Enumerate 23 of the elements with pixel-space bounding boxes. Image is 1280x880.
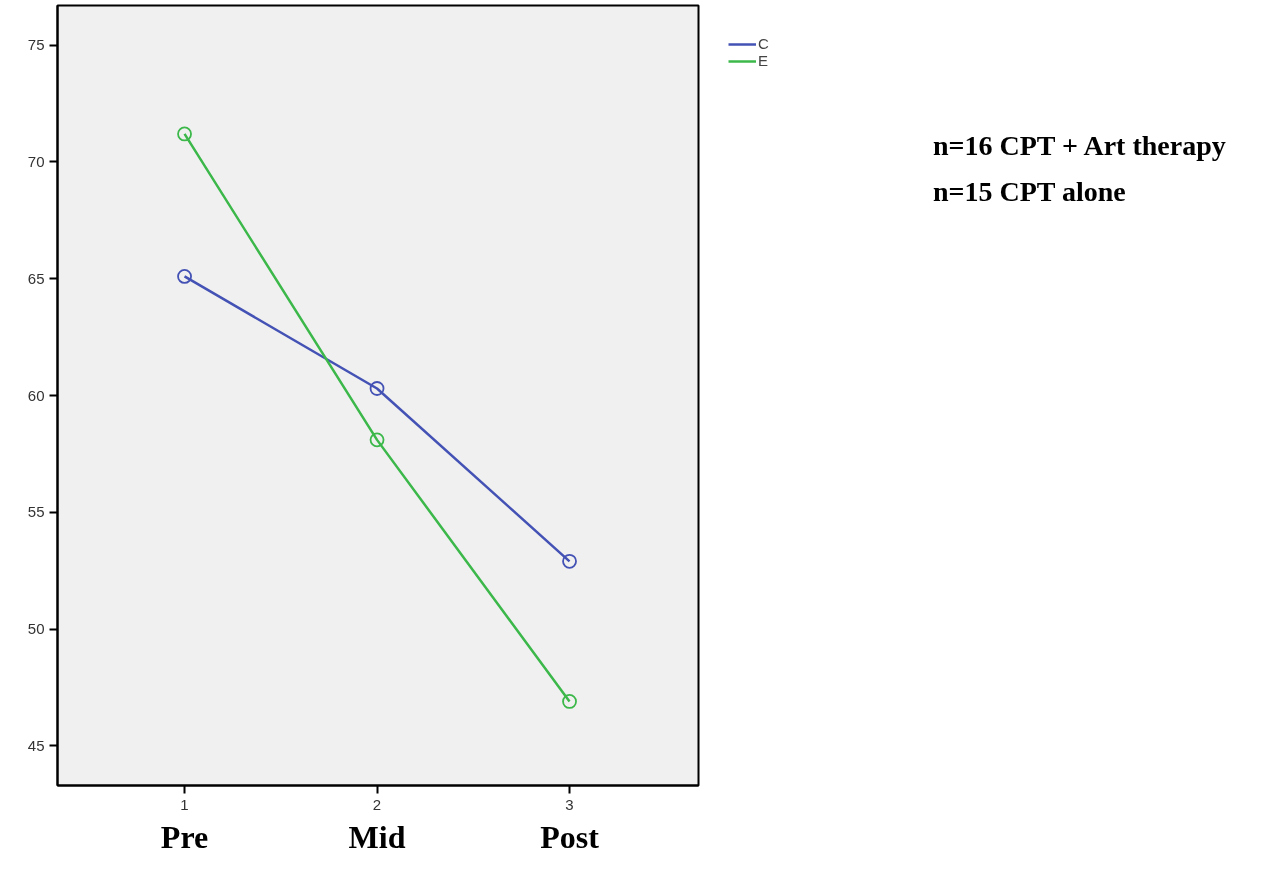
text: Mid [348,818,406,855]
x-tick-label: 1 [180,795,189,813]
x-tick-label: 2 [372,795,382,813]
y-tick-label: 45 [27,736,45,754]
text: n=16 CPT + Art therapy [933,129,1226,163]
text: Pre [160,818,209,855]
text: Post [540,818,600,855]
point [369,432,385,448]
y-tick-label: 50 [27,620,45,638]
legend-label: C [758,35,770,52]
y-tick-label: 70 [27,152,45,170]
y-tick-label: 65 [27,269,45,287]
y-tick-label: 75 [27,36,45,54]
text: n=15 CPT alone [933,175,1127,209]
legend-label: E [758,52,769,69]
point [177,126,192,142]
point [369,381,385,396]
x-tick-label: 3 [565,795,574,813]
y-tick-label: 60 [27,386,45,404]
point [562,694,577,709]
point [562,553,577,569]
point [177,269,192,284]
y-tick-label: 55 [27,503,45,521]
